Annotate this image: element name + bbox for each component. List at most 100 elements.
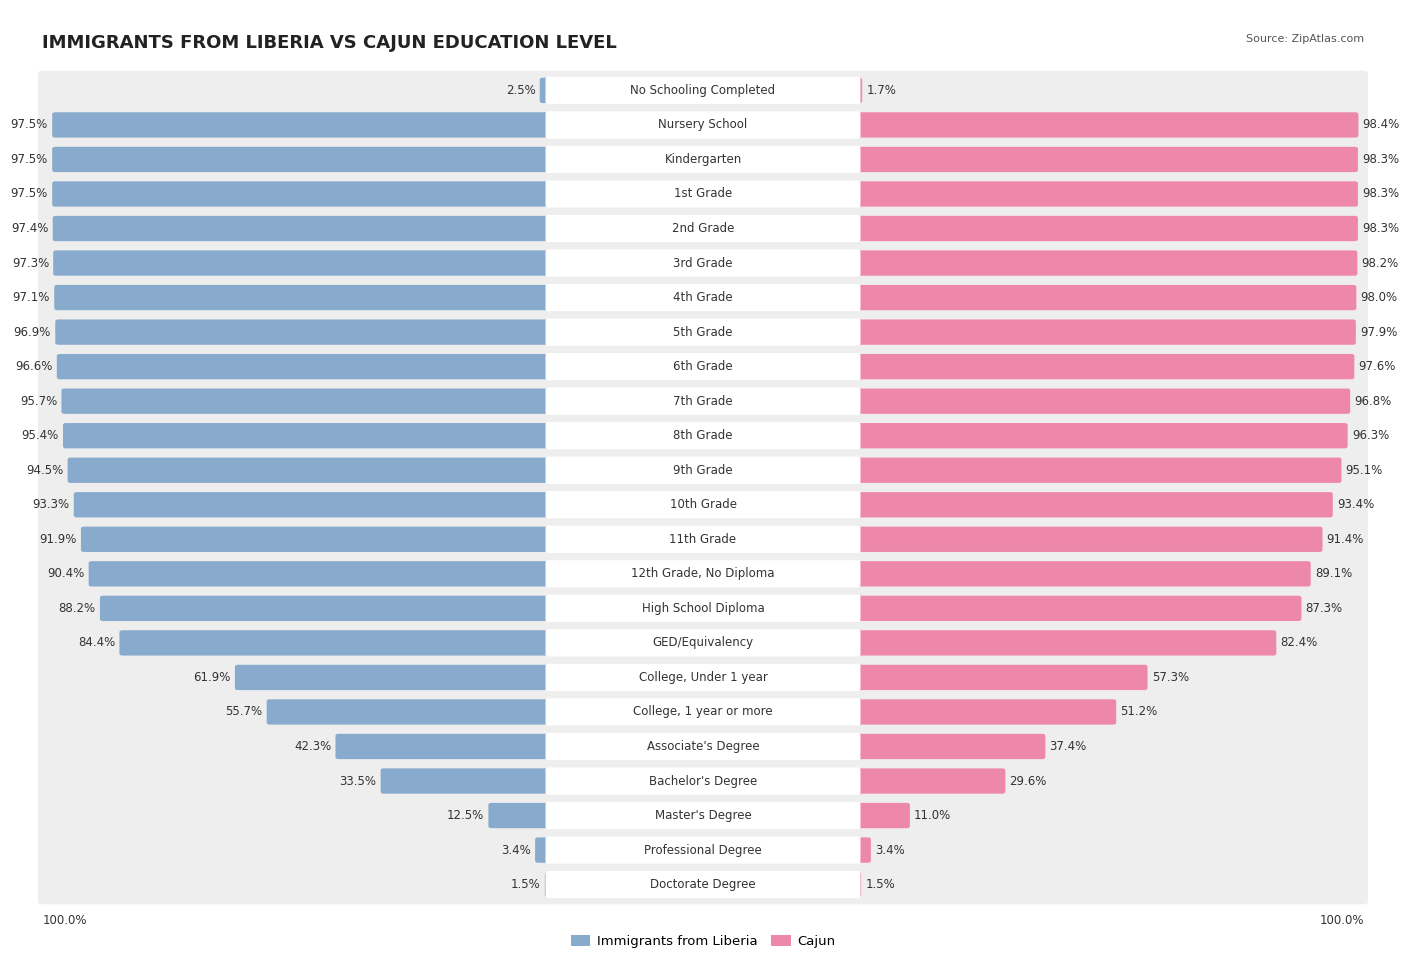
Text: 93.4%: 93.4% — [1337, 498, 1374, 511]
Text: 6th Grade: 6th Grade — [673, 360, 733, 373]
FancyBboxPatch shape — [52, 147, 558, 173]
FancyBboxPatch shape — [546, 561, 860, 588]
FancyBboxPatch shape — [848, 285, 1357, 310]
Text: 11.0%: 11.0% — [914, 809, 952, 822]
Text: 97.3%: 97.3% — [11, 256, 49, 269]
FancyBboxPatch shape — [848, 768, 1005, 794]
Text: 98.2%: 98.2% — [1361, 256, 1399, 269]
Text: 97.5%: 97.5% — [11, 153, 48, 166]
FancyBboxPatch shape — [55, 285, 558, 310]
Text: 3.4%: 3.4% — [501, 843, 531, 857]
FancyBboxPatch shape — [38, 71, 1368, 110]
FancyBboxPatch shape — [38, 486, 1368, 525]
FancyBboxPatch shape — [38, 381, 1368, 421]
Text: 3.4%: 3.4% — [875, 843, 905, 857]
FancyBboxPatch shape — [38, 692, 1368, 731]
FancyBboxPatch shape — [546, 767, 860, 795]
FancyBboxPatch shape — [848, 251, 1357, 276]
FancyBboxPatch shape — [38, 520, 1368, 559]
FancyBboxPatch shape — [73, 492, 558, 518]
FancyBboxPatch shape — [235, 665, 558, 690]
Text: 98.4%: 98.4% — [1362, 118, 1400, 132]
FancyBboxPatch shape — [100, 596, 558, 621]
Text: Doctorate Degree: Doctorate Degree — [650, 878, 756, 891]
FancyBboxPatch shape — [848, 872, 860, 897]
FancyBboxPatch shape — [546, 319, 860, 346]
Text: 51.2%: 51.2% — [1121, 706, 1157, 719]
Text: 89.1%: 89.1% — [1315, 567, 1353, 580]
FancyBboxPatch shape — [546, 491, 860, 519]
Text: 42.3%: 42.3% — [294, 740, 332, 753]
Text: Professional Degree: Professional Degree — [644, 843, 762, 857]
Text: 94.5%: 94.5% — [27, 464, 63, 477]
Text: 93.3%: 93.3% — [32, 498, 69, 511]
Text: 98.3%: 98.3% — [1362, 187, 1399, 201]
FancyBboxPatch shape — [381, 768, 558, 794]
FancyBboxPatch shape — [546, 801, 860, 829]
FancyBboxPatch shape — [848, 596, 1302, 621]
Text: 1.5%: 1.5% — [865, 878, 896, 891]
Text: 5th Grade: 5th Grade — [673, 326, 733, 338]
Text: 12th Grade, No Diploma: 12th Grade, No Diploma — [631, 567, 775, 580]
FancyBboxPatch shape — [848, 181, 1358, 207]
FancyBboxPatch shape — [848, 78, 862, 103]
FancyBboxPatch shape — [546, 353, 860, 380]
FancyBboxPatch shape — [38, 105, 1368, 144]
FancyBboxPatch shape — [38, 416, 1368, 455]
FancyBboxPatch shape — [56, 354, 558, 379]
Text: Associate's Degree: Associate's Degree — [647, 740, 759, 753]
FancyBboxPatch shape — [848, 699, 1116, 724]
FancyBboxPatch shape — [67, 457, 558, 483]
FancyBboxPatch shape — [546, 284, 860, 311]
Text: 98.3%: 98.3% — [1362, 153, 1399, 166]
Text: No Schooling Completed: No Schooling Completed — [630, 84, 776, 97]
FancyBboxPatch shape — [848, 423, 1347, 448]
FancyBboxPatch shape — [38, 726, 1368, 766]
Text: 3rd Grade: 3rd Grade — [673, 256, 733, 269]
FancyBboxPatch shape — [848, 215, 1358, 241]
FancyBboxPatch shape — [546, 629, 860, 656]
FancyBboxPatch shape — [38, 244, 1368, 283]
FancyBboxPatch shape — [848, 734, 1046, 760]
FancyBboxPatch shape — [38, 347, 1368, 386]
Text: 90.4%: 90.4% — [48, 567, 84, 580]
FancyBboxPatch shape — [546, 422, 860, 449]
Text: 98.3%: 98.3% — [1362, 222, 1399, 235]
Text: College, Under 1 year: College, Under 1 year — [638, 671, 768, 683]
FancyBboxPatch shape — [38, 589, 1368, 628]
FancyBboxPatch shape — [546, 456, 860, 484]
Text: 96.3%: 96.3% — [1351, 429, 1389, 443]
Text: Kindergarten: Kindergarten — [665, 153, 741, 166]
FancyBboxPatch shape — [540, 78, 558, 103]
FancyBboxPatch shape — [546, 872, 558, 897]
FancyBboxPatch shape — [38, 831, 1368, 870]
FancyBboxPatch shape — [52, 215, 558, 241]
FancyBboxPatch shape — [848, 562, 1310, 587]
FancyBboxPatch shape — [62, 388, 558, 413]
Text: IMMIGRANTS FROM LIBERIA VS CAJUN EDUCATION LEVEL: IMMIGRANTS FROM LIBERIA VS CAJUN EDUCATI… — [42, 34, 617, 52]
FancyBboxPatch shape — [38, 761, 1368, 800]
FancyBboxPatch shape — [546, 250, 860, 277]
Text: 97.1%: 97.1% — [13, 292, 51, 304]
FancyBboxPatch shape — [848, 457, 1341, 483]
FancyBboxPatch shape — [546, 77, 860, 104]
Text: Master's Degree: Master's Degree — [655, 809, 751, 822]
Text: 2.5%: 2.5% — [506, 84, 536, 97]
Text: 9th Grade: 9th Grade — [673, 464, 733, 477]
FancyBboxPatch shape — [89, 562, 558, 587]
Text: 8th Grade: 8th Grade — [673, 429, 733, 443]
FancyBboxPatch shape — [546, 698, 860, 725]
Text: High School Diploma: High School Diploma — [641, 602, 765, 615]
FancyBboxPatch shape — [267, 699, 558, 724]
Text: GED/Equivalency: GED/Equivalency — [652, 637, 754, 649]
Text: 100.0%: 100.0% — [42, 914, 87, 926]
FancyBboxPatch shape — [848, 492, 1333, 518]
Text: 7th Grade: 7th Grade — [673, 395, 733, 408]
FancyBboxPatch shape — [546, 214, 860, 242]
Text: Nursery School: Nursery School — [658, 118, 748, 132]
Text: 33.5%: 33.5% — [339, 774, 377, 788]
FancyBboxPatch shape — [120, 630, 558, 655]
FancyBboxPatch shape — [55, 320, 558, 345]
FancyBboxPatch shape — [536, 838, 558, 863]
FancyBboxPatch shape — [546, 837, 860, 864]
